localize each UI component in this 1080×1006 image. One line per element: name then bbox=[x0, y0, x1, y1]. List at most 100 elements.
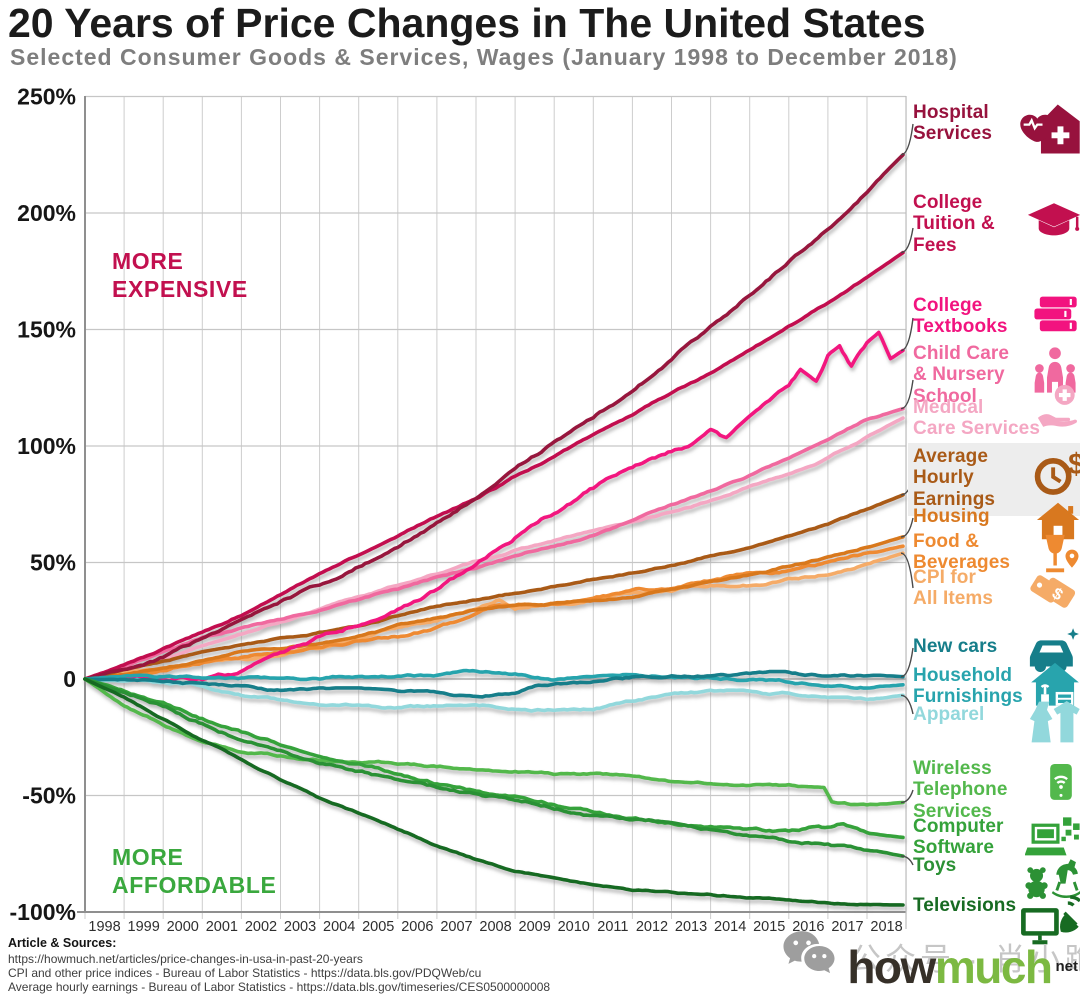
y-tick-label: -100% bbox=[10, 899, 76, 925]
legend-label-earnings: Average Hourly Earnings bbox=[913, 446, 996, 510]
legend-label-cpi: CPI for All Items bbox=[913, 567, 994, 610]
series-line-tuition bbox=[83, 250, 905, 681]
legend-label-housing: Housing bbox=[913, 506, 990, 527]
page-title: 20 Years of Price Changes in The United … bbox=[8, 0, 926, 46]
logo-net-suffix: net bbox=[1055, 958, 1079, 975]
legend-leader-lines bbox=[900, 123, 914, 866]
y-tick-label: 100% bbox=[17, 433, 76, 459]
legend-item-housing: Housing bbox=[913, 502, 1080, 540]
legend-item-cpi: CPI for All Items $ bbox=[913, 567, 1080, 610]
legend-item-software: Computer Software bbox=[913, 816, 1080, 859]
legend-label-textbooks: College Textbooks bbox=[913, 295, 1008, 338]
series-line-software bbox=[83, 677, 905, 840]
books-icon bbox=[1029, 289, 1080, 341]
sources-heading: Article & Sources: bbox=[8, 936, 117, 950]
legend-label-child_care: Child Care & Nursery School bbox=[913, 343, 1010, 407]
series-line-televisions bbox=[83, 677, 905, 907]
x-tick-label: 2015 bbox=[753, 919, 785, 935]
x-tick-label: 2017 bbox=[831, 919, 863, 935]
x-tick-label: 2009 bbox=[519, 919, 551, 935]
legend-label-tuition: College Tuition & Fees bbox=[913, 192, 995, 256]
x-tick-label: 2018 bbox=[870, 919, 902, 935]
x-tick-label: 2001 bbox=[206, 919, 238, 935]
legend-label-apparel: Apparel bbox=[913, 704, 985, 725]
y-tick-label: 250% bbox=[17, 84, 76, 110]
x-tick-label: 2013 bbox=[675, 919, 707, 935]
x-tick-label: 2012 bbox=[636, 919, 668, 935]
series-line-toys bbox=[83, 677, 905, 858]
series-line-earnings bbox=[83, 493, 905, 681]
series-line-apparel bbox=[83, 677, 905, 713]
logo-how: how bbox=[847, 941, 936, 993]
laptop-icon bbox=[1024, 812, 1080, 868]
price-tags-icon: $ bbox=[1029, 567, 1080, 619]
house-icon bbox=[1035, 498, 1080, 544]
x-tick-label: 2008 bbox=[479, 919, 511, 935]
hospital-icon bbox=[1019, 98, 1080, 160]
y-tick-label: 50% bbox=[30, 550, 76, 576]
series-line-medical bbox=[83, 416, 905, 681]
series-line-household bbox=[83, 668, 905, 690]
car-icon bbox=[1025, 624, 1080, 680]
legend-item-apparel: Apparel bbox=[913, 700, 1080, 743]
svg-text:$: $ bbox=[1068, 449, 1080, 481]
wechat-watermark: 公众号 · 肖小跑 bbox=[780, 928, 1080, 985]
annotation-more-affordable: MORE AFFORDABLE bbox=[112, 844, 277, 898]
legend-item-toys: Toys bbox=[913, 855, 1080, 899]
y-tick-label: 0 bbox=[63, 666, 76, 692]
legend-label-wireless: Wireless Telephone Services bbox=[913, 758, 1008, 822]
legend-item-earnings: Average Hourly Earnings $ bbox=[908, 443, 1080, 516]
source-line-article: https://howmuch.net/articles/price-chang… bbox=[8, 952, 363, 966]
y-tick-label: 200% bbox=[17, 200, 76, 226]
source-line-cpi: CPI and other price indices - Bureau of … bbox=[8, 966, 482, 980]
legend-label-toys: Toys bbox=[913, 855, 957, 876]
x-tick-label: 2006 bbox=[401, 919, 433, 935]
x-tick-label: 2016 bbox=[792, 919, 824, 935]
annotation-more-expensive: MORE EXPENSIVE bbox=[112, 248, 248, 302]
series-line-child_care bbox=[83, 406, 905, 681]
food-drink-icon bbox=[1035, 531, 1080, 577]
axis-tick-labels: 250% 200% 150% 100% 50% 0 -50% -100% 1998 1999 200… bbox=[10, 84, 903, 936]
clock-dollar-icon: $ bbox=[1033, 447, 1080, 499]
series-line-wireless bbox=[83, 677, 905, 807]
smartphone-wifi-icon bbox=[1041, 762, 1080, 802]
series-lines bbox=[83, 153, 905, 907]
logo-much: much bbox=[934, 941, 1053, 993]
toys-icon bbox=[1023, 845, 1080, 903]
x-tick-label: 2003 bbox=[284, 919, 316, 935]
legend-item-household: Household Furnishings bbox=[913, 662, 1080, 708]
x-tick-label: 1998 bbox=[88, 919, 120, 935]
legend-item-televisions: Televisions bbox=[913, 895, 1080, 945]
x-tick-label: 2011 bbox=[597, 919, 628, 935]
legend-item-child_care: Child Care & Nursery School bbox=[913, 343, 1080, 407]
legend-item-wireless: Wireless Telephone Services bbox=[913, 758, 1080, 822]
series-line-textbooks bbox=[83, 330, 905, 683]
legend-item-textbooks: College Textbooks bbox=[913, 295, 1080, 338]
y-tick-label: 150% bbox=[17, 317, 76, 343]
sources-block: Article & Sources: https://howmuch.net/a… bbox=[8, 936, 550, 994]
legend-item-tuition: College Tuition & Fees bbox=[913, 192, 1080, 256]
tv-satellite-icon bbox=[1019, 887, 1080, 949]
medical-hand-icon bbox=[1035, 383, 1080, 429]
x-tick-label: 1999 bbox=[128, 919, 160, 935]
legend-label-hospital: Hospital Services bbox=[913, 102, 992, 145]
page-subtitle: Selected Consumer Goods & Services, Wage… bbox=[10, 44, 958, 70]
x-tick-label: 2005 bbox=[362, 919, 394, 935]
series-line-hospital bbox=[83, 153, 905, 681]
legend-item-food: Food & Beverages bbox=[913, 531, 1080, 574]
legend-label-medical: Medical Care Services bbox=[913, 397, 1041, 440]
gridlines bbox=[77, 95, 907, 929]
x-tick-label: 2002 bbox=[245, 919, 277, 935]
y-tick-label: -50% bbox=[22, 783, 76, 809]
clothes-icon bbox=[1029, 696, 1080, 748]
legend-label-household: Household Furnishings bbox=[913, 665, 1023, 708]
x-tick-label: 2000 bbox=[167, 919, 199, 935]
legend-label-software: Computer Software bbox=[913, 816, 1004, 859]
x-tick-label: 2014 bbox=[714, 919, 746, 935]
x-tick-label: 2004 bbox=[323, 919, 355, 935]
legend-item-new_cars: New cars bbox=[913, 628, 1080, 673]
series-line-new_cars bbox=[83, 669, 905, 699]
legend-item-medical: Medical Care Services bbox=[913, 384, 1080, 440]
